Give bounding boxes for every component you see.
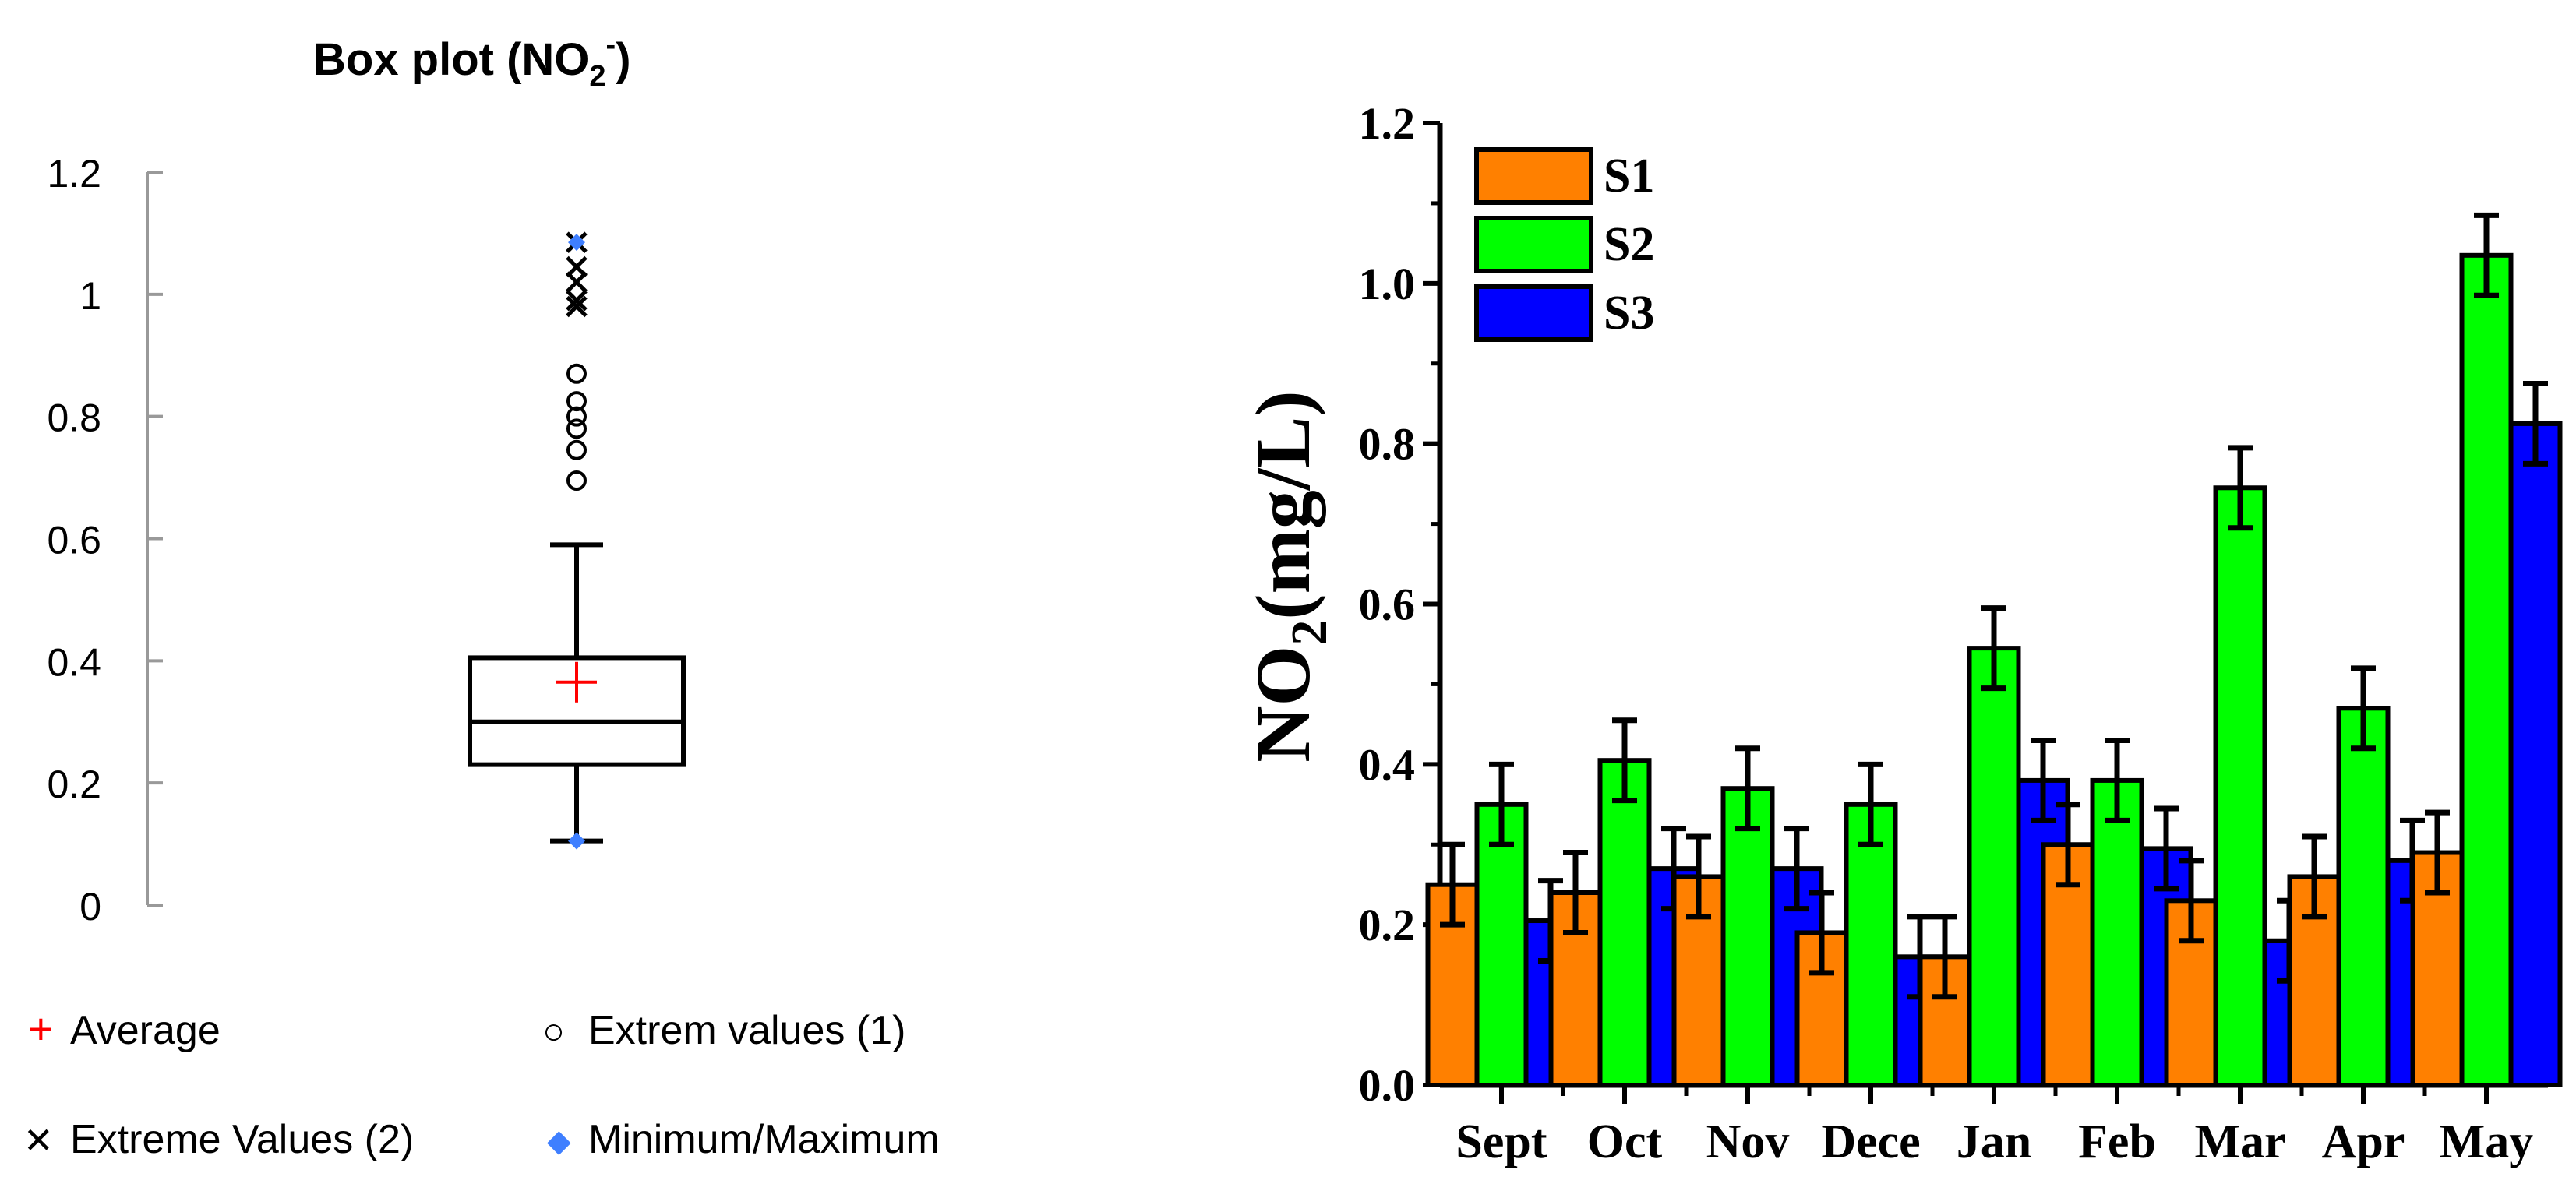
extreme-value-1-point [566, 439, 587, 460]
bar-y-tick-label: 0.0 [1359, 1060, 1416, 1111]
bar-chart-panel: NO2(mg/L) 0.0 0.2 0.4 0.6 0.8 1.0 1.2 Sept Oct No… [1240, 98, 2563, 1168]
min-max-point [568, 832, 585, 850]
legend-swatch-s3 [1474, 284, 1593, 342]
box-y-tick-label: 0.6 [47, 519, 101, 562]
box-plot-y-axis: 0 0.2 0.4 0.6 0.8 1 1.2 [47, 152, 163, 928]
box-plot-title: Box plot (NO2-) [313, 29, 631, 93]
box-y-tick-label: 0.4 [47, 640, 101, 684]
extreme-value-2-point [566, 289, 588, 312]
bar-x-tick-label: Dece [1821, 1115, 1920, 1168]
bar-s2 [2213, 485, 2267, 1087]
legend-average-symbol: + [28, 1004, 54, 1053]
bar-x-tick-label: Apr [2322, 1115, 2405, 1168]
bar-chart-bars [1425, 212, 2563, 1088]
bar-s2 [1844, 802, 1898, 1087]
legend-minmax-symbol: ◆ [547, 1124, 571, 1158]
box-plot-panel: Box plot (NO2-) 0 0.2 0.4 0.6 0.8 1 1.2 + Aver… [23, 29, 940, 1162]
box-plot-legend: + Average ○ Extrem values (1) ✕ Extreme … [23, 1004, 940, 1162]
box-plot-body [468, 231, 686, 850]
bar-x-tick-label: Feb [2078, 1115, 2156, 1168]
bar-s2 [2090, 777, 2144, 1088]
bar-y-tick-label: 1.2 [1359, 98, 1416, 149]
min-max-point [568, 234, 585, 252]
bar-chart-axes: 0.0 0.2 0.4 0.6 0.8 1.0 1.2 Sept Oct Nov Dece Jan Fe… [1359, 98, 2548, 1168]
extreme-value-1-point [566, 391, 587, 412]
bar-y-tick-label: 0.6 [1359, 580, 1416, 630]
bar-y-tick-label: 1.0 [1359, 259, 1416, 309]
bar-s2 [2336, 706, 2391, 1088]
box-y-tick-label: 0 [79, 885, 101, 928]
box-y-tick-label: 1 [79, 274, 101, 318]
bar-x-tick-label: Oct [1587, 1115, 1663, 1168]
bar-x-tick-label: Nov [1706, 1115, 1790, 1168]
bar-s2 [1597, 758, 1652, 1087]
bar-s2 [2459, 252, 2514, 1087]
bar-s3 [2508, 421, 2563, 1087]
box-y-tick-label: 0.2 [47, 763, 101, 806]
bar-chart-legend: S1 S2 S3 [1474, 147, 1654, 342]
legend-average-label: Average [70, 1008, 221, 1053]
legend-extreme-1-label: Extrem values (1) [588, 1008, 905, 1053]
legend-swatch-s1 [1474, 147, 1593, 205]
bar-x-tick-label: Jan [1957, 1115, 2031, 1168]
bar-y-tick-label: 0.8 [1359, 419, 1416, 470]
bar-chart-y-label: NO2(mg/L) [1240, 390, 1338, 762]
extreme-value-2-point [566, 271, 588, 293]
extreme-value-2-point [566, 255, 588, 278]
extreme-value-1-point [566, 363, 587, 384]
box-y-tick-label: 1.2 [47, 152, 101, 196]
bar-y-tick-label: 0.4 [1359, 739, 1416, 790]
legend-extreme-2-symbol: ✕ [23, 1120, 54, 1161]
box-y-tick-label: 0.8 [47, 396, 101, 440]
legend-label-s3: S3 [1604, 287, 1654, 340]
bar-x-tick-label: Sept [1456, 1115, 1547, 1168]
bar-x-tick-label: Mar [2194, 1115, 2285, 1168]
legend-extreme-2-label: Extreme Values (2) [70, 1117, 414, 1162]
extreme-value-2-point [566, 295, 588, 318]
bar-x-tick-label: May [2440, 1115, 2534, 1168]
bar-s2 [1967, 646, 2021, 1087]
extreme-value-1-point [566, 418, 587, 439]
legend-label-s1: S1 [1604, 150, 1654, 203]
extreme-value-1-point [566, 470, 587, 492]
legend-label-s2: S2 [1604, 218, 1654, 271]
extreme-value-1-point [566, 406, 587, 427]
legend-extreme-1-symbol: ○ [542, 1011, 565, 1052]
legend-swatch-s2 [1474, 216, 1593, 273]
bar-s2 [1720, 786, 1775, 1087]
bar-y-tick-label: 0.2 [1359, 900, 1416, 950]
bar-s2 [1474, 802, 1529, 1087]
legend-minmax-label: Minimum/Maximum [588, 1117, 940, 1162]
